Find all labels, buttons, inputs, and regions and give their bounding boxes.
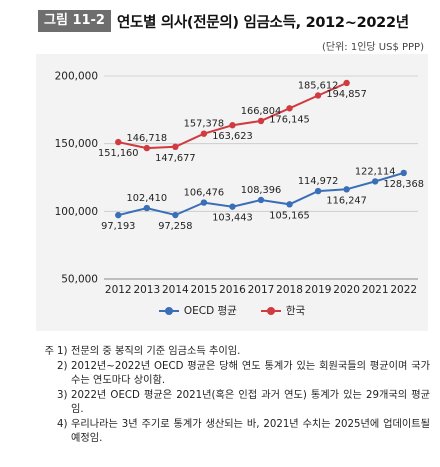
data-point — [343, 79, 350, 87]
footnote-prefix: 주 — [44, 346, 54, 357]
footnote-number: 4) — [57, 418, 68, 430]
data-point — [143, 144, 151, 152]
footnote-number: 3) — [57, 389, 68, 401]
footnote-text: 전문의 중 봉직의 기준 임금소득 추이임. — [71, 346, 241, 357]
footnote-text: 2022년 OECD 평균은 2021년(혹은 인접 과거 연도) 통계가 있는… — [71, 389, 430, 416]
x-tick-label: 2016 — [219, 284, 246, 296]
footnotes: 주 1) 전문의 중 봉직의 기준 임금소득 추이임. 2) 2012년~202… — [32, 345, 430, 447]
data-label: 128,368 — [383, 179, 424, 190]
data-label: 163,623 — [212, 131, 253, 142]
data-point — [286, 201, 293, 208]
footnote-text: 우리나라는 3년 주기로 통계가 생산되는 바, 2021년 수치는 2025년… — [71, 418, 430, 445]
chart-panel: 50,000 100,000 150,000 200,000 2012 2013 2014 2… — [36, 54, 428, 331]
legend-item-korea: 한국 — [260, 303, 306, 318]
data-label: 185,612 — [298, 80, 339, 91]
data-label: 116,247 — [326, 195, 367, 206]
x-tick-label: 2022 — [390, 284, 417, 296]
data-point — [200, 130, 208, 137]
data-point — [314, 187, 322, 195]
figure-number-badge: 그림 11-2 — [38, 10, 111, 32]
footnote-text: 2012년~2022년 OECD 평균은 당해 연도 통계가 있는 회원국들의 … — [71, 360, 430, 387]
y-tick-label: 100,000 — [55, 206, 98, 218]
data-label: 106,476 — [184, 188, 225, 199]
data-label: 114,972 — [298, 176, 339, 187]
footnote-2: 2) 2012년~2022년 OECD 평균은 당해 연도 통계가 있는 회원국… — [32, 360, 430, 389]
figure-header: 그림 11-2 연도별 의사(전문의) 임금소득, 2012~2022년 — [38, 8, 409, 34]
x-tick-label: 2019 — [305, 284, 332, 296]
data-point — [229, 122, 236, 129]
footnote-number: 1) — [57, 346, 68, 357]
data-label: 176,145 — [269, 114, 310, 125]
data-point — [229, 203, 236, 210]
data-point — [257, 117, 265, 125]
data-point — [343, 186, 350, 193]
data-point — [143, 204, 151, 212]
legend-item-oecd: OECD 평균 — [158, 303, 237, 318]
data-point — [257, 196, 265, 204]
legend-swatch-korea — [260, 306, 281, 316]
legend-label-oecd: OECD 평균 — [183, 305, 237, 317]
legend-label-korea: 한국 — [285, 305, 306, 317]
x-tick-label: 2017 — [248, 284, 275, 296]
data-point — [314, 92, 322, 99]
footnote-4: 4) 우리나라는 3년 주기로 통계가 생산되는 바, 2021년 수치는 20… — [32, 418, 430, 447]
data-label: 105,165 — [269, 210, 310, 221]
data-label: 166,804 — [241, 106, 282, 117]
data-label: 147,677 — [155, 153, 196, 164]
data-label: 102,410 — [127, 193, 168, 204]
data-point — [172, 211, 179, 219]
x-tick-label: 2013 — [133, 284, 160, 296]
x-tick-label: 2020 — [333, 284, 360, 296]
footnote-1: 주 1) 전문의 중 봉직의 기준 임금소득 추이임. — [32, 345, 430, 360]
data-label: 146,718 — [127, 133, 168, 144]
x-tick-label: 2012 — [105, 284, 132, 296]
data-label: 194,857 — [326, 89, 367, 100]
data-point — [115, 211, 122, 219]
y-tick-label: 50,000 — [61, 274, 98, 286]
data-label: 97,193 — [101, 221, 135, 232]
data-point — [115, 138, 122, 146]
data-point — [200, 199, 208, 206]
chart-legend: OECD 평균 한국 — [36, 303, 428, 318]
y-tick-label: 200,000 — [55, 71, 98, 83]
footnote-number: 2) — [57, 360, 68, 372]
data-label: 103,443 — [212, 213, 253, 224]
footnote-3: 3) 2022년 OECD 평균은 2021년(혹은 인접 과거 연도) 통계가… — [32, 389, 430, 418]
unit-label: (단위: 1인당 US$ PPP) — [322, 42, 424, 53]
x-tick-label: 2018 — [276, 284, 303, 296]
legend-swatch-oecd — [158, 306, 179, 316]
x-tick-label: 2014 — [162, 284, 189, 296]
data-label: 151,160 — [98, 148, 139, 159]
figure-title: 연도별 의사(전문의) 임금소득, 2012~2022년 — [116, 14, 409, 31]
data-label: 157,378 — [184, 119, 225, 130]
data-label: 97,258 — [158, 221, 192, 232]
data-label: 122,114 — [355, 166, 396, 177]
data-point — [172, 143, 179, 151]
data-label: 108,396 — [241, 185, 282, 196]
y-tick-label: 150,000 — [55, 138, 98, 150]
x-tick-label: 2021 — [362, 284, 389, 296]
x-tick-label: 2015 — [191, 284, 218, 296]
data-point — [371, 178, 379, 185]
data-point — [286, 105, 293, 112]
data-point — [400, 169, 407, 177]
